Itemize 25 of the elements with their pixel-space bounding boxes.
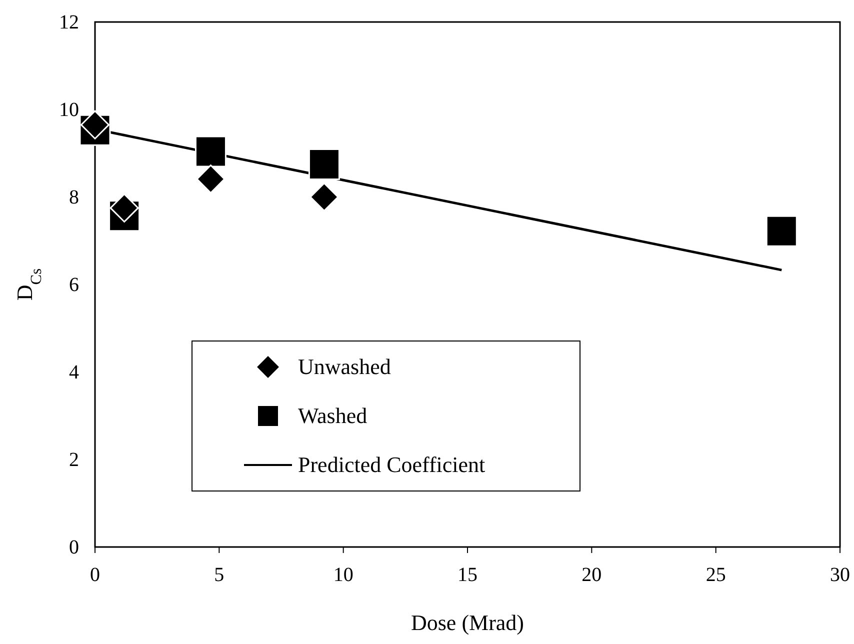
point [766,215,798,247]
point [196,164,226,194]
y-tick-label: 12 [59,11,79,34]
x-tick-label: 20 [582,564,602,586]
y-tick-label: 0 [69,536,79,558]
legend-label: Unwashed [298,354,391,379]
x-tick-label: 10 [333,564,354,586]
y-tick-label: 4 [69,361,79,384]
x-tick-label: 30 [830,564,850,586]
y-tick-label: 10 [59,98,79,121]
point [310,182,339,212]
legend-label: Predicted Coefficient [298,452,486,477]
legend-label: Washed [298,403,368,428]
y-tick-label: 2 [69,448,79,471]
x-tick-label: 25 [706,564,726,586]
y-tick-label: 6 [69,274,79,296]
x-tick-label: 5 [214,564,224,586]
x-tick-label: 15 [458,564,478,586]
point [80,110,110,140]
point [194,136,226,168]
x-axis-title: Dose (Mrad) [410,610,524,635]
point [308,148,340,180]
y-tick-label: 8 [69,186,79,208]
x-tick-label: 0 [90,564,100,586]
point [110,193,139,222]
